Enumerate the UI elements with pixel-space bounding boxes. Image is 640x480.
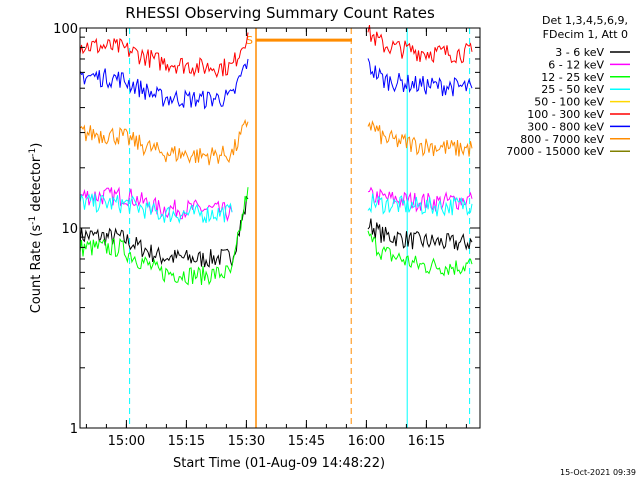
trace-100-300-kev-0 xyxy=(79,32,249,79)
x-tick-label: 15:45 xyxy=(288,434,325,449)
chart-title: RHESSI Observing Summary Count Rates xyxy=(125,4,435,22)
y-axis-label-main: Count Rate (s xyxy=(29,225,44,314)
legend-label: 12 - 25 keV xyxy=(541,71,604,84)
y-axis-label-sup1: -1 xyxy=(28,216,38,225)
series-100-300-kev xyxy=(79,24,473,79)
trace-800-7000-kev-0 xyxy=(79,118,249,166)
legend-item-300-800-kev: 300 - 800 keV xyxy=(527,120,630,133)
trace-3-6-kev-1 xyxy=(367,218,473,251)
trace-6-12-kev-1 xyxy=(367,186,473,213)
legend: Det 1,3,4,5,6,9, FDecim 1, Att 0 3 - 6 k… xyxy=(506,14,630,158)
y-tick-label: 100 xyxy=(53,22,78,37)
x-tick-label: 15:30 xyxy=(228,434,265,449)
x-tick-label: 16:15 xyxy=(408,434,445,449)
y-axis-label: Count Rate (s-1 detector-1) xyxy=(28,143,44,314)
series-12-25-kev xyxy=(79,187,473,286)
y-tick-label: 1 xyxy=(70,422,78,437)
legend-label: 50 - 100 keV xyxy=(534,96,604,109)
series-300-800-kev xyxy=(79,58,473,110)
x-axis-label: Start Time (01-Aug-09 14:48:22) xyxy=(173,456,385,471)
legend-label: 100 - 300 keV xyxy=(527,108,604,121)
trace-3-6-kev-0 xyxy=(79,195,249,268)
legend-header-line-2: FDecim 1, Att 0 xyxy=(543,28,628,41)
trace-12-25-kev-1 xyxy=(367,230,473,277)
plot-area: S xyxy=(79,24,473,428)
y-axis-label-end: ) xyxy=(29,143,44,148)
legend-item-7000-15000-kev: 7000 - 15000 keV xyxy=(506,145,630,158)
trace-300-800-kev-0 xyxy=(79,58,249,110)
legend-label: 3 - 6 keV xyxy=(555,46,604,59)
trace-25-50-kev-1 xyxy=(367,193,473,217)
x-tick-label: 15:15 xyxy=(168,434,205,449)
trace-6-12-kev-0 xyxy=(79,186,233,222)
trace-800-7000-kev-1 xyxy=(367,120,473,157)
legend-header-line-1: Det 1,3,4,5,6,9, xyxy=(542,14,628,27)
trace-100-300-kev-1 xyxy=(367,24,473,64)
trace-25-50-kev-0 xyxy=(79,193,233,225)
y-axis-label-sup2: -1 xyxy=(28,148,38,157)
saa-label: S xyxy=(246,34,253,47)
x-axis-ticks: 15:00 15:15 15:30 15:45 16:00 16:15 xyxy=(85,28,467,449)
legend-item-6-12-kev: 6 - 12 keV xyxy=(548,58,630,71)
x-tick-label: 16:00 xyxy=(348,434,385,449)
trace-300-800-kev-1 xyxy=(367,58,473,97)
y-tick-label: 10 xyxy=(61,222,78,237)
legend-item-12-25-kev: 12 - 25 keV xyxy=(541,71,630,84)
footer-timestamp: 15-Oct-2021 09:39 xyxy=(560,468,636,477)
x-tick-label: 15:00 xyxy=(108,434,145,449)
series-25-50-kev xyxy=(79,193,473,225)
legend-label: 25 - 50 keV xyxy=(541,83,604,96)
legend-item-100-300-kev: 100 - 300 keV xyxy=(527,108,630,121)
legend-item-25-50-kev: 25 - 50 keV xyxy=(541,83,630,96)
trace-12-25-kev-0 xyxy=(79,187,249,286)
legend-label: 800 - 7000 keV xyxy=(520,133,604,146)
y-axis-label-mid: detector xyxy=(29,156,44,216)
legend-label: 7000 - 15000 keV xyxy=(506,145,604,158)
y-axis-ticks: 1 10 100 xyxy=(53,22,480,437)
legend-label: 300 - 800 keV xyxy=(527,120,604,133)
series-800-7000-kev xyxy=(79,118,473,166)
series-6-12-kev xyxy=(79,186,473,222)
series-3-6-kev xyxy=(79,195,473,268)
legend-item-3-6-kev: 3 - 6 keV xyxy=(555,46,630,59)
legend-item-800-7000-kev: 800 - 7000 keV xyxy=(520,133,630,146)
legend-label: 6 - 12 keV xyxy=(548,58,604,71)
legend-item-50-100-kev: 50 - 100 keV xyxy=(534,96,630,109)
